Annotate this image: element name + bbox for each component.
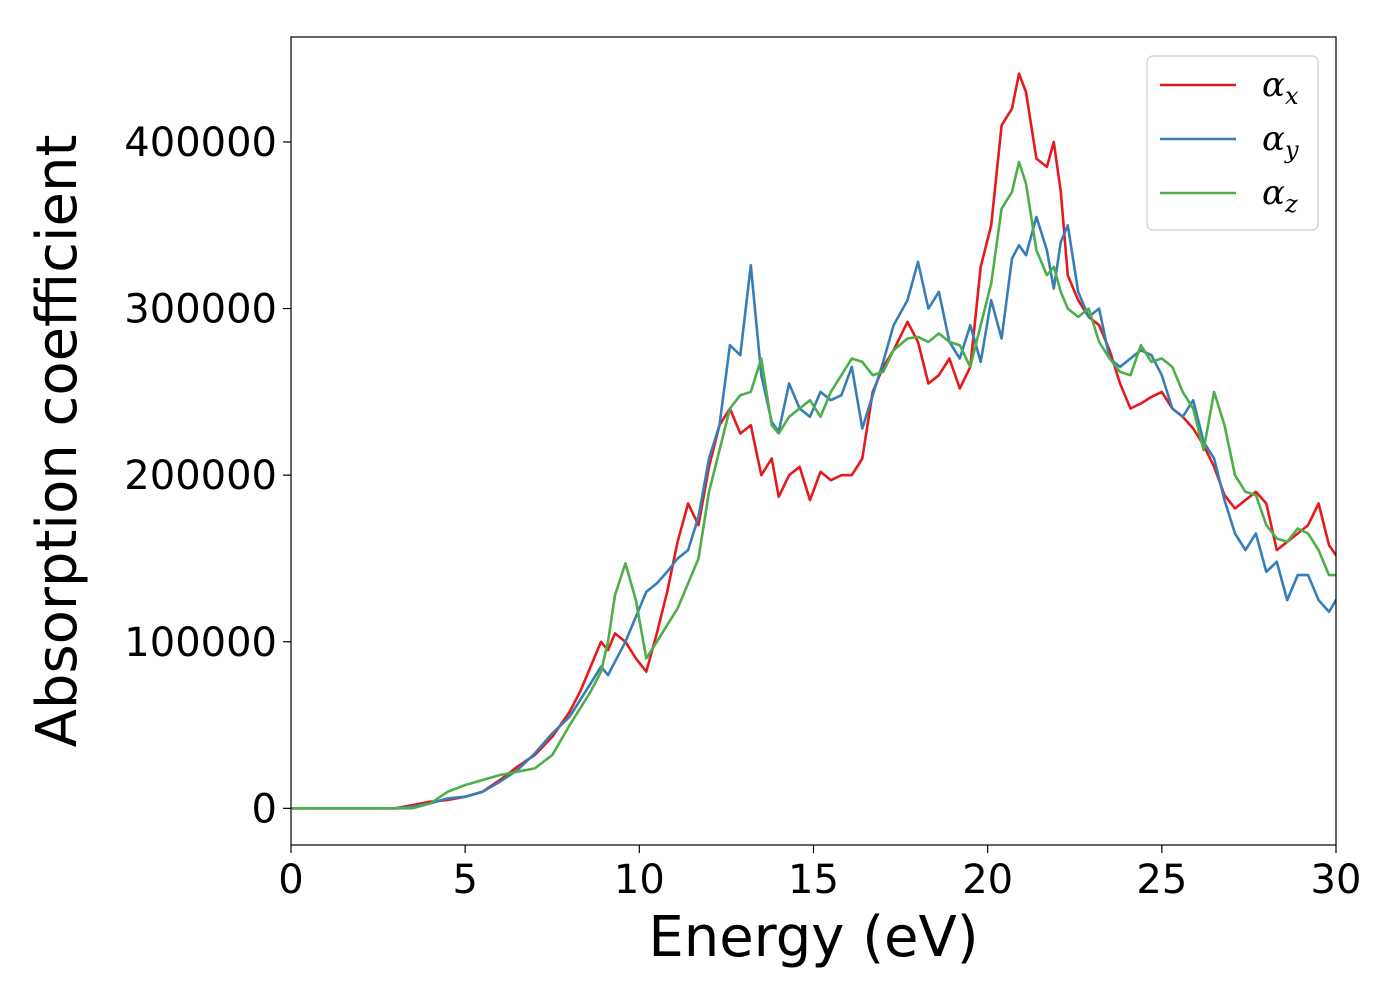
y-axis-title: Absorption coefficient [25,135,90,748]
y-tick-label: 100000 [124,620,277,666]
x-tick-label: 20 [962,857,1013,903]
legend-label-alpha-x: αx [1262,65,1299,110]
y-tick-label: 200000 [124,453,277,499]
legend-label-alpha-y: αy [1262,119,1299,164]
x-tick-label: 0 [278,857,303,903]
x-axis: 0 5 10 15 20 25 30 [278,845,1361,903]
x-tick-label: 10 [614,857,665,903]
x-tick-label: 30 [1311,857,1362,903]
x-axis-title: Energy (eV) [648,905,978,970]
y-tick-label: 400000 [124,120,277,166]
x-tick-label: 15 [788,857,839,903]
series-layer [291,72,1336,810]
x-tick-label: 5 [452,857,477,903]
series-line-alpha-z [291,160,1336,810]
y-axis: 0 100000 200000 300000 400000 [124,120,291,832]
legend-box [1146,55,1319,231]
y-tick-label: 300000 [124,287,277,333]
y-tick-label: 0 [252,786,277,832]
series-line-alpha-y [291,215,1336,810]
x-tick-label: 25 [1136,857,1187,903]
